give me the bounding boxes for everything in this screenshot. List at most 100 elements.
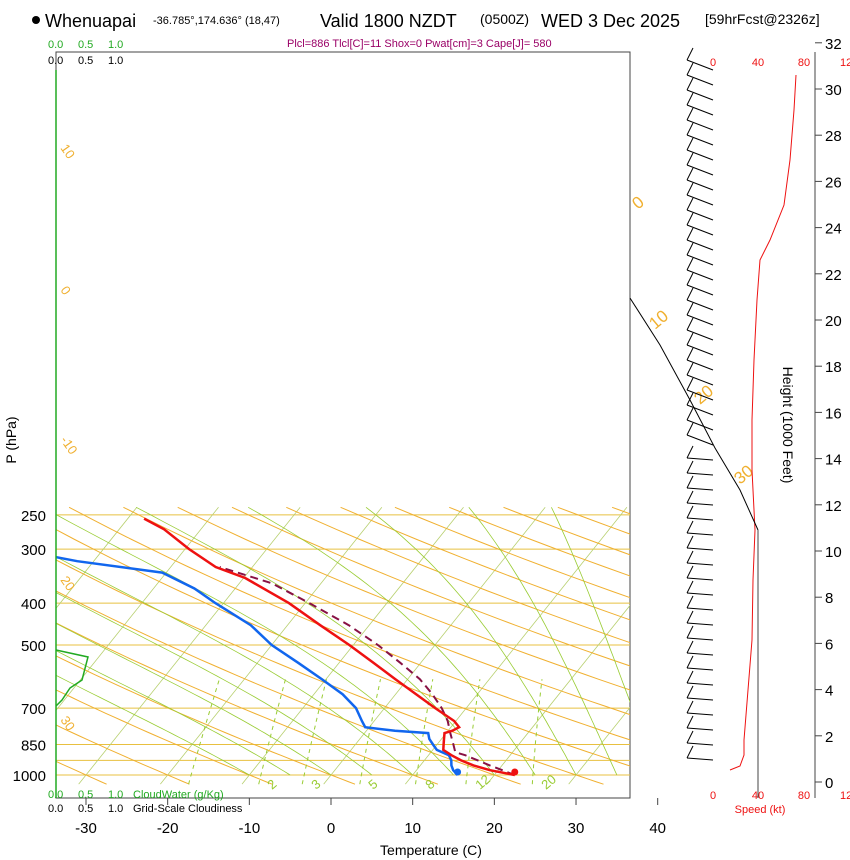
wind-barb (686, 472, 714, 476)
wind-barb-flag (686, 242, 694, 256)
dry-adiabat-150 (611, 506, 630, 515)
moist-adiabat-5 (56, 592, 373, 776)
cloudiness-label: Grid-Scale Cloudiness (133, 803, 243, 815)
wind-barb (686, 517, 714, 521)
wind-barb-flag (686, 212, 694, 226)
cloudwater-tick-top-1: 0.5 (78, 39, 93, 51)
cloudiness-tick-top-1: 0.5 (78, 55, 93, 67)
wind-barb-flag (686, 745, 694, 759)
wind-barb-flag (686, 715, 694, 729)
wind-barb (686, 547, 714, 551)
surface-dewpoint-marker (454, 768, 462, 776)
wind-barb (686, 299, 714, 311)
wind-barb-flag (686, 505, 694, 519)
wind-barb (686, 712, 714, 716)
wind-barb-flag (686, 377, 694, 391)
height-label-18: 18 (825, 359, 842, 376)
wind-barb (686, 532, 714, 536)
wind-barb (686, 607, 714, 611)
isotherm-10 (405, 507, 628, 785)
wind-barb (686, 269, 714, 281)
wind-barb-flag (686, 610, 694, 624)
wind-barb-flag (686, 700, 694, 714)
wind-barb (686, 487, 714, 491)
dry-adiabat-70 (177, 506, 630, 691)
wind-barb-flag (686, 287, 694, 301)
wind-barb (686, 637, 714, 641)
mixing-ratio-label-8: 8 (422, 776, 437, 792)
x-tick-label--30: -30 (75, 820, 97, 837)
wind-barb-flag (686, 152, 694, 166)
utc-time: (0500Z) (480, 11, 529, 27)
pressure-label-850: 850 (21, 738, 46, 755)
wind-barb-flag (686, 77, 694, 91)
cloud-water-profile (55, 649, 89, 707)
wind-barb-flag (686, 655, 694, 669)
wind-barb-flag (686, 347, 694, 361)
isotherm-20 (486, 604, 630, 785)
wind-barb (686, 359, 714, 371)
wind-barb-flag (686, 392, 694, 406)
wind-barb-flag (686, 640, 694, 654)
moist-adiabat--5 (56, 650, 291, 776)
height-label-16: 16 (825, 405, 842, 422)
wind-barb-flag (686, 490, 694, 504)
wind-barb (686, 389, 714, 401)
dry-adiabat-label-0: 0 (58, 283, 74, 298)
wind-barb (686, 502, 714, 506)
mixing-ratio-label-2: 2 (264, 776, 279, 792)
wind-barb-flag (686, 47, 694, 61)
wind-barb-flag (686, 302, 694, 316)
pressure-label-250: 250 (21, 508, 46, 525)
wind-barb-flag (686, 422, 694, 436)
wind-barb-flag (686, 332, 694, 346)
cloudiness-tick-bottom-0: 0.0 (48, 803, 63, 815)
wind-barb (686, 592, 714, 596)
mixing-ratio-12 (465, 679, 481, 785)
station-coords: -36.785°,174.636° (18,47) (153, 15, 280, 27)
station-marker-icon (32, 16, 40, 24)
wind-barb-flag (686, 227, 694, 241)
wind-barb-flag (686, 167, 694, 181)
x-tick-label-10: 10 (404, 820, 421, 837)
wind-barb-flag (686, 272, 694, 286)
wind-barb (686, 652, 714, 656)
wind-barb (686, 682, 714, 686)
speed-tick-top-2: 80 (798, 57, 810, 69)
profile-lines (56, 517, 519, 777)
wind-barb (686, 667, 714, 671)
isotherm--50 (56, 507, 138, 609)
wind-barb (686, 194, 714, 206)
height-label-12: 12 (825, 498, 842, 515)
wind-barb-flag (686, 580, 694, 594)
moist-adiabat-0 (56, 622, 332, 776)
plot-frame (55, 51, 631, 799)
wind-barb (686, 104, 714, 116)
wind-barb (686, 562, 714, 566)
height-label-2: 2 (825, 729, 833, 746)
cloudwater-label: CloudWater (g/Kg) (133, 789, 224, 801)
cloudwater-tick-bottom-2: 1.0 (108, 789, 123, 801)
pressure-label-500: 500 (21, 638, 46, 655)
moist-adiabat-40 (551, 507, 630, 703)
wind-barb-flag (686, 475, 694, 489)
wind-barb (686, 757, 714, 761)
wind-barb (686, 434, 714, 446)
pressure-label-400: 400 (21, 596, 46, 613)
dry-adiabat-80 (231, 506, 630, 667)
speed-tick-top-0: 0 (710, 57, 716, 69)
dry-adiabat-label--10: -10 (58, 433, 81, 457)
dry-adiabat-20 (56, 590, 521, 785)
wind-barb (686, 74, 714, 86)
dry-adiabat-110 (394, 506, 630, 599)
wind-barbs (686, 47, 714, 761)
wind-barb-flag (686, 257, 694, 271)
wind-barb-flag (686, 730, 694, 744)
wind-barb (686, 254, 714, 266)
x-tick-label-20: 20 (486, 820, 503, 837)
dry-adiabat-30 (56, 559, 604, 785)
dry-adiabat-60 (123, 506, 630, 716)
wind-barb (686, 134, 714, 146)
dry-adiabat-label-20: 20 (58, 573, 79, 593)
wind-barb (686, 239, 714, 251)
